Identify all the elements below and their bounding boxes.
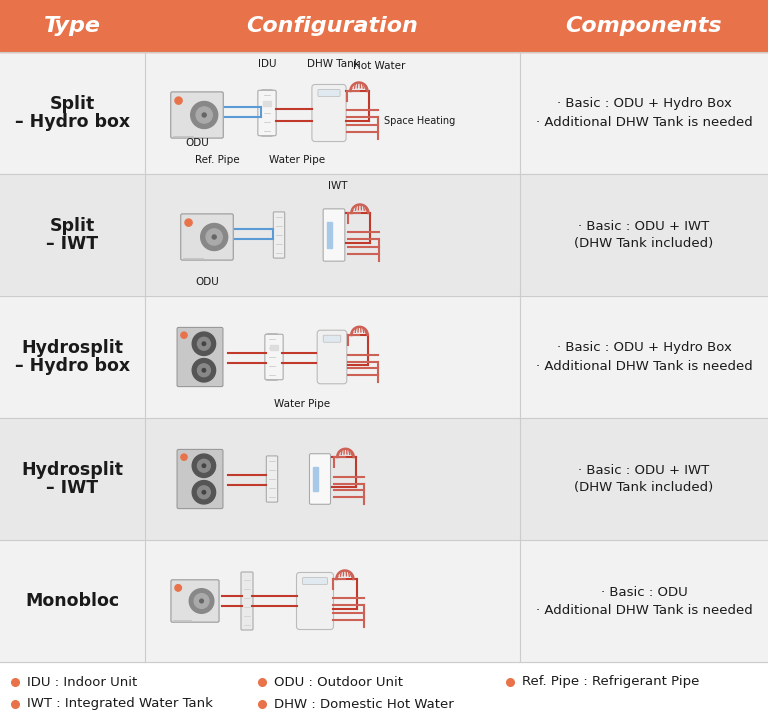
Text: – IWT: – IWT <box>46 235 98 253</box>
Circle shape <box>202 113 207 117</box>
Text: Hot Water: Hot Water <box>353 61 406 71</box>
FancyBboxPatch shape <box>310 454 330 505</box>
Circle shape <box>202 369 206 372</box>
Bar <box>0 174 768 296</box>
FancyBboxPatch shape <box>317 330 347 384</box>
FancyBboxPatch shape <box>266 456 278 502</box>
FancyBboxPatch shape <box>318 90 340 96</box>
Text: (DHW Tank included): (DHW Tank included) <box>574 481 713 494</box>
Text: Monobloc: Monobloc <box>25 592 120 610</box>
Bar <box>0 662 768 724</box>
Text: Water Pipe: Water Pipe <box>274 399 330 409</box>
Bar <box>326 222 332 248</box>
Text: DHW : Domestic Hot Water: DHW : Domestic Hot Water <box>274 697 454 710</box>
Text: Space Heating: Space Heating <box>384 116 455 126</box>
FancyBboxPatch shape <box>323 335 341 342</box>
FancyBboxPatch shape <box>170 92 223 138</box>
FancyBboxPatch shape <box>241 572 253 630</box>
Text: · Basic : ODU + Hydro Box: · Basic : ODU + Hydro Box <box>557 342 731 355</box>
Circle shape <box>192 332 216 355</box>
Circle shape <box>202 342 206 345</box>
FancyBboxPatch shape <box>180 214 233 260</box>
Text: – Hydro box: – Hydro box <box>15 113 130 131</box>
Circle shape <box>196 107 212 123</box>
Circle shape <box>200 599 204 603</box>
Circle shape <box>175 584 181 592</box>
Text: Components: Components <box>566 16 723 36</box>
FancyBboxPatch shape <box>303 578 327 584</box>
Text: – IWT: – IWT <box>46 479 98 497</box>
Text: IWT: IWT <box>328 181 348 191</box>
Text: Hydrosplit: Hydrosplit <box>22 461 124 479</box>
Text: · Basic : ODU + IWT: · Basic : ODU + IWT <box>578 219 710 232</box>
Circle shape <box>181 454 187 460</box>
Text: Ref. Pipe : Refrigerant Pipe: Ref. Pipe : Refrigerant Pipe <box>522 675 700 689</box>
Circle shape <box>206 229 222 245</box>
Text: (DHW Tank included): (DHW Tank included) <box>574 237 713 251</box>
FancyBboxPatch shape <box>261 90 273 136</box>
Text: Hydrosplit: Hydrosplit <box>22 339 124 357</box>
Text: IDU : Indoor Unit: IDU : Indoor Unit <box>27 675 137 689</box>
FancyBboxPatch shape <box>265 334 283 380</box>
Circle shape <box>200 224 227 251</box>
FancyBboxPatch shape <box>171 580 219 622</box>
FancyBboxPatch shape <box>273 212 285 258</box>
FancyBboxPatch shape <box>296 573 333 630</box>
Circle shape <box>197 486 210 499</box>
Bar <box>0 296 768 418</box>
Text: Ref. Pipe: Ref. Pipe <box>194 155 240 165</box>
Bar <box>0 540 768 662</box>
Circle shape <box>190 101 217 128</box>
Text: DHW Tank: DHW Tank <box>306 59 359 69</box>
Circle shape <box>192 454 216 477</box>
Text: Type: Type <box>44 16 101 36</box>
Bar <box>270 345 278 350</box>
Text: · Basic : ODU + IWT: · Basic : ODU + IWT <box>578 463 710 476</box>
Circle shape <box>189 589 214 613</box>
Text: – Hydro box: – Hydro box <box>15 357 130 375</box>
FancyBboxPatch shape <box>258 90 276 136</box>
Text: ODU : Outdoor Unit: ODU : Outdoor Unit <box>274 675 403 689</box>
Circle shape <box>212 235 217 239</box>
Text: Split: Split <box>50 217 95 235</box>
Text: · Additional DHW Tank is needed: · Additional DHW Tank is needed <box>535 116 753 128</box>
Bar <box>0 0 768 52</box>
FancyBboxPatch shape <box>312 85 346 141</box>
FancyBboxPatch shape <box>266 334 278 380</box>
Bar <box>263 101 271 106</box>
Circle shape <box>197 459 210 472</box>
Text: IDU: IDU <box>258 59 276 69</box>
Text: · Basic : ODU: · Basic : ODU <box>601 586 687 599</box>
Circle shape <box>197 364 210 376</box>
FancyBboxPatch shape <box>177 327 223 387</box>
Circle shape <box>192 358 216 382</box>
Text: Water Pipe: Water Pipe <box>269 155 325 165</box>
FancyBboxPatch shape <box>323 209 345 261</box>
Text: · Additional DHW Tank is needed: · Additional DHW Tank is needed <box>535 360 753 373</box>
Circle shape <box>202 490 206 494</box>
Text: IWT : Integrated Water Tank: IWT : Integrated Water Tank <box>27 697 213 710</box>
Text: Split: Split <box>50 95 95 113</box>
Circle shape <box>175 97 182 104</box>
Circle shape <box>185 219 192 226</box>
Text: · Basic : ODU + Hydro Box: · Basic : ODU + Hydro Box <box>557 98 731 111</box>
Text: ODU: ODU <box>195 277 219 287</box>
FancyBboxPatch shape <box>177 450 223 508</box>
Circle shape <box>197 337 210 350</box>
Circle shape <box>202 464 206 468</box>
Bar <box>0 52 768 174</box>
Text: Configuration: Configuration <box>247 16 419 36</box>
Bar <box>0 418 768 540</box>
Text: ODU: ODU <box>185 138 209 148</box>
Circle shape <box>194 594 209 608</box>
Text: · Additional DHW Tank is needed: · Additional DHW Tank is needed <box>535 604 753 617</box>
Circle shape <box>181 332 187 338</box>
Bar <box>313 467 318 492</box>
Circle shape <box>192 481 216 504</box>
